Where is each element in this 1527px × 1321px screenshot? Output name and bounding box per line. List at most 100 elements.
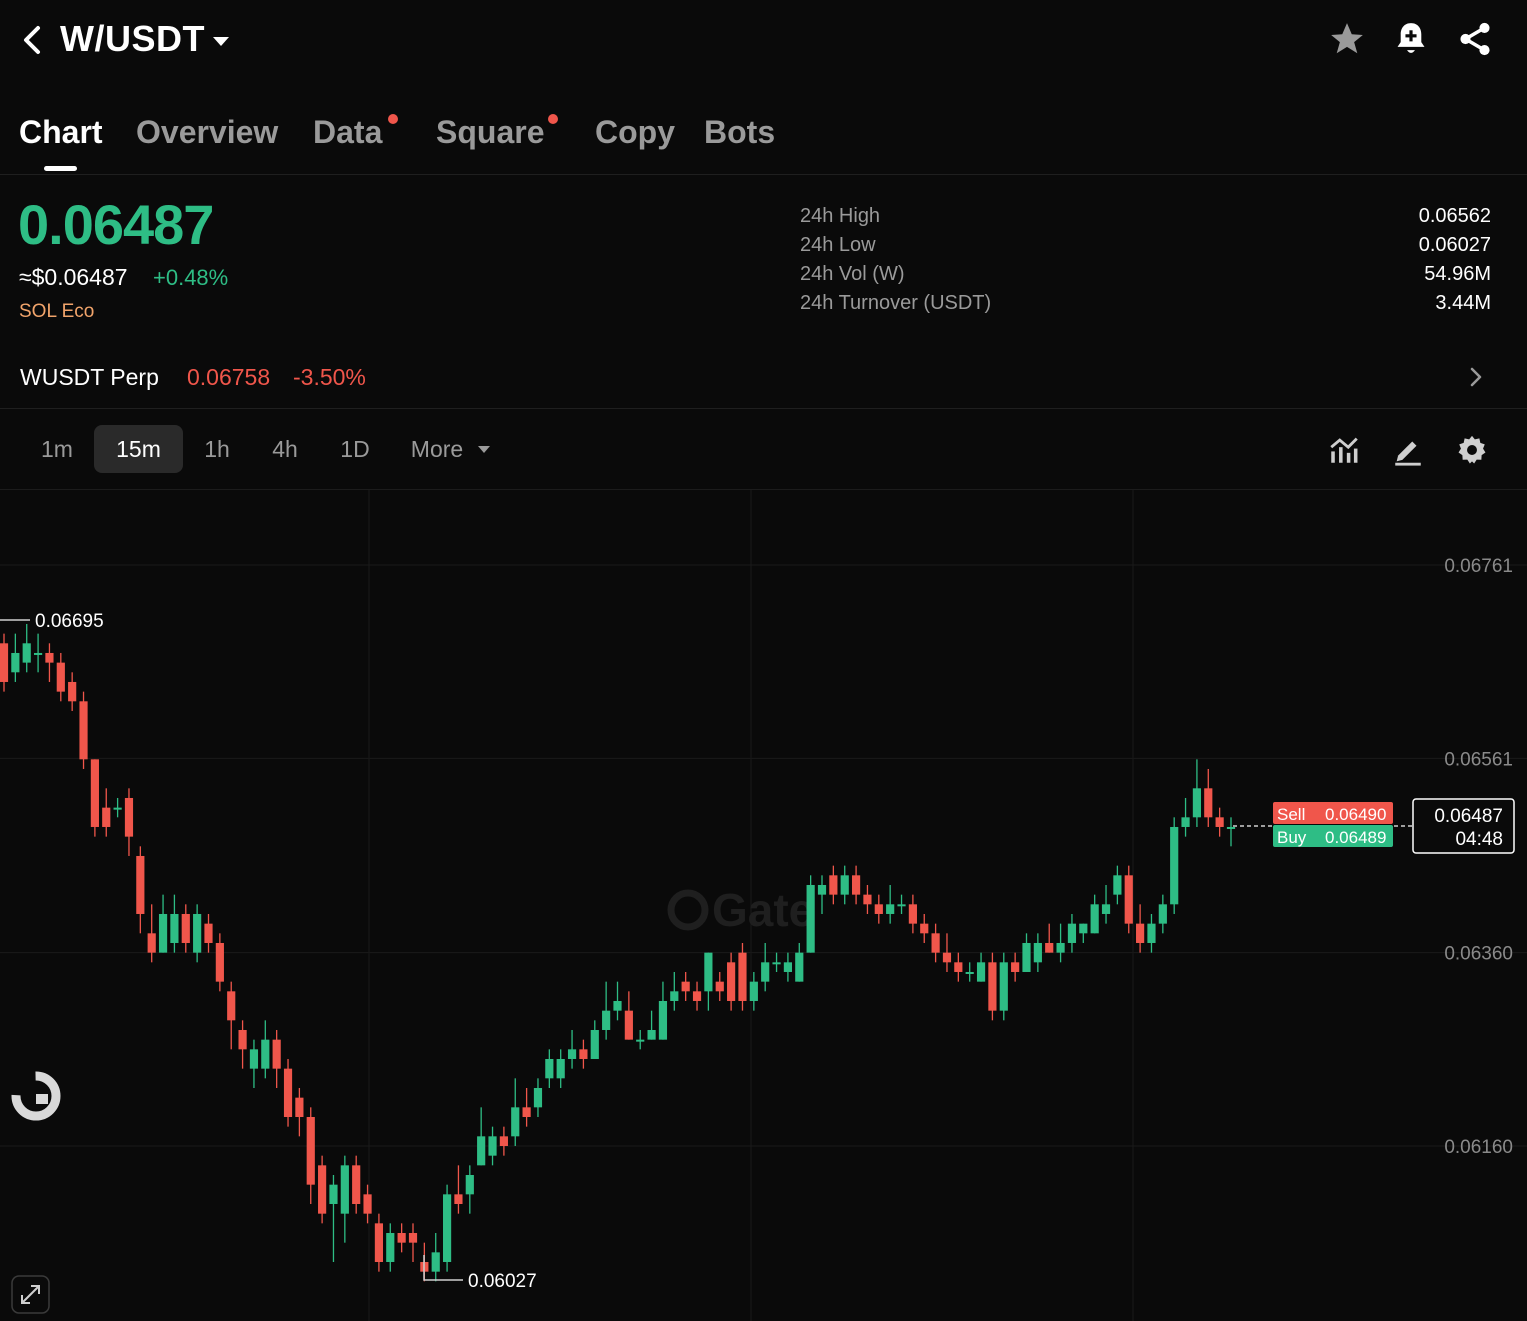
tab-copy[interactable]: Copy [595, 114, 675, 150]
interval-1h[interactable]: 1h [204, 436, 230, 462]
candle-body [1170, 826, 1179, 905]
candle [79, 691, 88, 769]
share-button[interactable] [1456, 20, 1494, 58]
candle-body [1136, 923, 1145, 943]
indicators-button[interactable] [1327, 433, 1361, 467]
candle [454, 1165, 463, 1214]
candle [658, 981, 668, 1040]
candle [704, 952, 713, 1011]
price-change-percent: +0.48% [153, 265, 229, 290]
candle-body [783, 962, 793, 972]
perp-link-row[interactable]: WUSDT Perp 0.06758 -3.50% [0, 352, 1527, 409]
candle-body [1090, 904, 1099, 934]
candle-body [306, 1116, 315, 1185]
candle-body [851, 875, 861, 895]
candle [1067, 913, 1077, 953]
tab-square[interactable]: Square [436, 114, 545, 150]
chart-grid [0, 490, 1527, 1321]
interval-more[interactable]: More [410, 436, 464, 462]
candle-body [522, 1107, 531, 1117]
candle [90, 759, 99, 837]
tab-bots[interactable]: Bots [704, 114, 776, 150]
stat-value-24h-high: 0.06562 [1418, 205, 1491, 227]
interval-15m[interactable]: 15m [94, 425, 183, 473]
more-caret-down-icon [478, 446, 490, 453]
candle-body [442, 1194, 452, 1263]
favorite-button[interactable] [1328, 20, 1366, 58]
candle [170, 894, 179, 953]
candle-body [147, 933, 156, 953]
pair-title[interactable]: W/USDT [60, 18, 205, 59]
tab-data[interactable]: Data [313, 114, 383, 150]
candle-body [1204, 788, 1213, 818]
candle [1113, 865, 1122, 905]
candle [1101, 884, 1111, 924]
candle [124, 788, 134, 856]
candle-body [511, 1107, 520, 1137]
candle [0, 633, 9, 692]
active-tab-indicator [44, 166, 77, 171]
candle [1147, 913, 1156, 953]
candlestick-chart[interactable]: Gate 0.06761 0.06561 0.06360 0.06160 0.0669… [0, 490, 1527, 1321]
candle [158, 894, 168, 953]
candle-body [1113, 875, 1122, 895]
candle-body [22, 643, 31, 663]
y-tick-label: 0.06160 [1444, 1137, 1513, 1158]
candle-body [1079, 923, 1088, 934]
candle [749, 971, 758, 1011]
candle [738, 942, 747, 1011]
candle-body [397, 1233, 406, 1243]
drawing-tools-button[interactable] [1391, 433, 1425, 467]
candle-body [863, 894, 872, 905]
candle [647, 1010, 656, 1040]
candle-body [329, 1184, 338, 1205]
interval-1m[interactable]: 1m [41, 436, 73, 462]
chart-settings-button[interactable] [1455, 433, 1489, 467]
high-marker-label: 0.06695 [35, 611, 104, 632]
indicator-icon [1330, 437, 1358, 463]
candle-body [1147, 923, 1156, 943]
candle [954, 952, 963, 982]
candle-body [829, 875, 838, 895]
interval-1d[interactable]: 1D [340, 436, 370, 462]
price-alert-button[interactable] [1392, 20, 1430, 58]
candle-body [158, 913, 168, 953]
candle-body [613, 1000, 622, 1011]
candle [976, 952, 986, 982]
candle [33, 633, 43, 673]
ecosystem-tag[interactable]: SOL Eco [19, 301, 95, 322]
stat-label-24h-turnover: 24h Turnover (USDT) [800, 292, 992, 314]
candle-body [1124, 875, 1133, 924]
candle [602, 981, 611, 1040]
stat-value-24h-vol: 54.96M [1424, 263, 1491, 285]
candle [817, 875, 827, 914]
last-price: 0.06487 [18, 193, 214, 256]
candle-body [897, 904, 906, 907]
candle [340, 1155, 349, 1243]
interval-4h[interactable]: 4h [272, 436, 298, 462]
candle-body [1226, 826, 1236, 829]
candle [113, 797, 122, 818]
stat-value-24h-low: 0.06027 [1418, 234, 1491, 256]
gate-logo-button[interactable] [11, 1071, 61, 1121]
settings-icon [1458, 435, 1486, 464]
buy-price: 0.06489 [1325, 828, 1386, 847]
candle-body [590, 1029, 599, 1059]
candle-body [738, 952, 747, 1001]
candle [942, 933, 952, 972]
back-button[interactable] [18, 22, 46, 58]
candle [999, 952, 1008, 1021]
candle [147, 904, 156, 963]
tab-chart[interactable]: Chart [19, 114, 103, 150]
pair-dropdown-button[interactable] [212, 34, 230, 46]
candle-body [1045, 942, 1054, 953]
stat-label-24h-vol: 24h Vol (W) [800, 263, 905, 285]
gate-watermark: Gate [667, 884, 814, 936]
tab-overview[interactable]: Overview [136, 114, 279, 150]
candle [261, 1020, 270, 1079]
candle [374, 1213, 384, 1272]
candle-body [920, 923, 929, 934]
candle [1022, 933, 1031, 972]
candle [920, 913, 929, 943]
fullscreen-button[interactable] [11, 1275, 50, 1314]
